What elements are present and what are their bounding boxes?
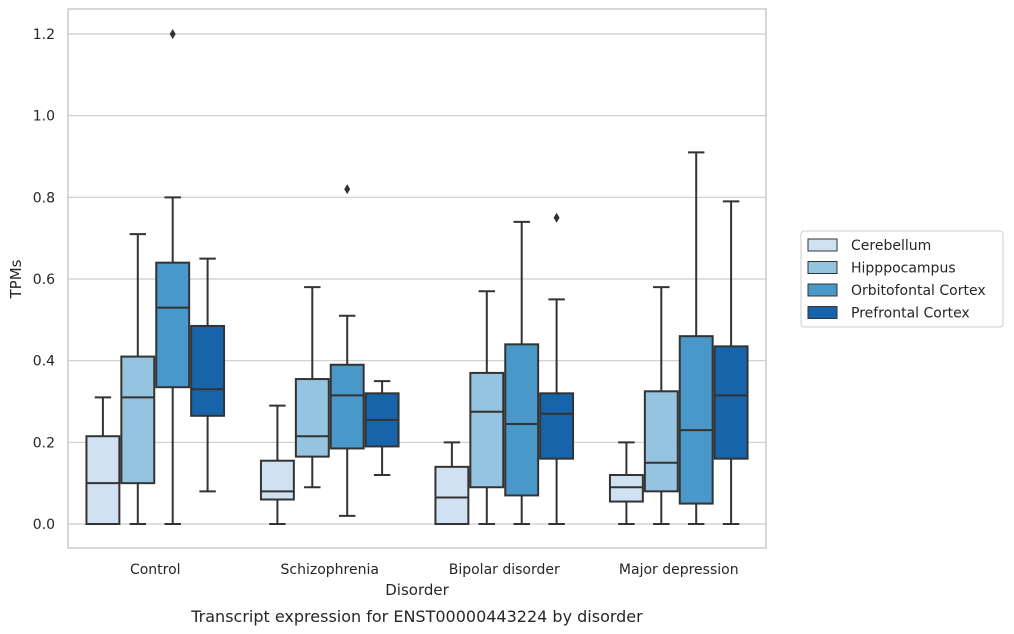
box-body [259,459,295,501]
chart-caption: Transcript expression for ENST0000044322… [190,607,643,626]
legend-swatch [807,261,838,274]
legend-label: Hipppocampus [851,261,956,277]
boxes [85,29,749,526]
box-body [608,474,644,503]
box-body [678,335,714,505]
box-prefrontal-cortex-schizophrenia [364,380,400,476]
legend: Cerebellum Hipppocampus Orbitofontal Corte… [800,230,1004,328]
x-axis-label: Disorder [385,581,449,599]
legend-swatch [807,238,838,252]
legend-label: Prefrontal Cortex [851,306,970,322]
legend-label: Cerebellum [851,238,931,254]
y-tick-label: 0.6 [33,272,55,288]
box-body [434,465,470,526]
box-prefrontal-cortex-bipolar-disorder [539,212,575,525]
plot-frame [67,8,767,549]
x-tick-label: Bipolar disorder [449,562,560,578]
legend-frame [800,230,1004,328]
box-prefrontal-cortex-control [190,257,226,493]
y-tick-label: 0.4 [33,354,55,370]
y-tick-labels: 0.0 0.2 0.4 0.6 0.8 1.0 1.2 [33,27,55,533]
y-tick-label: 1.0 [33,109,55,125]
legend-label: Orbitofontal Cortex [851,283,986,299]
box-body [85,435,121,526]
box-body [294,378,330,458]
y-axis-label: TPMs [7,259,25,299]
box-orbitofontal-cortex-schizophrenia [329,184,365,517]
box-body [120,355,156,485]
outlier-marker [344,184,351,195]
outlier-marker [553,212,560,223]
y-tick-label: 0.0 [33,517,55,533]
box-hipppocampus-control [120,233,156,525]
box-prefrontal-cortex-major-depression [713,200,749,525]
y-tick-label: 1.2 [33,27,55,43]
y-tick-label: 0.8 [33,190,55,206]
box-cerebellum-control [85,396,121,526]
x-tick-label: Major depression [619,562,739,578]
box-body [469,371,505,489]
box-hipppocampus-major-depression [643,286,679,525]
box-orbitofontal-cortex-bipolar-disorder [504,220,540,525]
box-body [190,324,226,417]
legend-swatch [807,306,838,319]
box-cerebellum-schizophrenia [259,404,295,525]
box-hipppocampus-schizophrenia [294,286,330,489]
outlier-marker [169,29,176,39]
y-tick-label: 0.2 [33,435,55,451]
box-hipppocampus-bipolar-disorder [469,290,505,525]
x-tick-labels: Control Schizophrenia Bipolar disorder Majo… [130,562,739,578]
box-body [329,363,365,450]
box-body [504,343,540,497]
box-body [539,392,575,460]
box-orbitofontal-cortex-major-depression [678,151,714,525]
box-body [643,390,679,493]
box-cerebellum-bipolar-disorder [434,441,470,526]
x-tick-label: Schizophrenia [281,562,379,578]
box-cerebellum-major-depression [608,441,644,525]
box-body [713,345,749,460]
legend-swatch [807,283,838,297]
box-orbitofontal-cortex-control [155,29,191,525]
x-tick-label: Control [130,562,181,578]
box-body [155,261,191,389]
